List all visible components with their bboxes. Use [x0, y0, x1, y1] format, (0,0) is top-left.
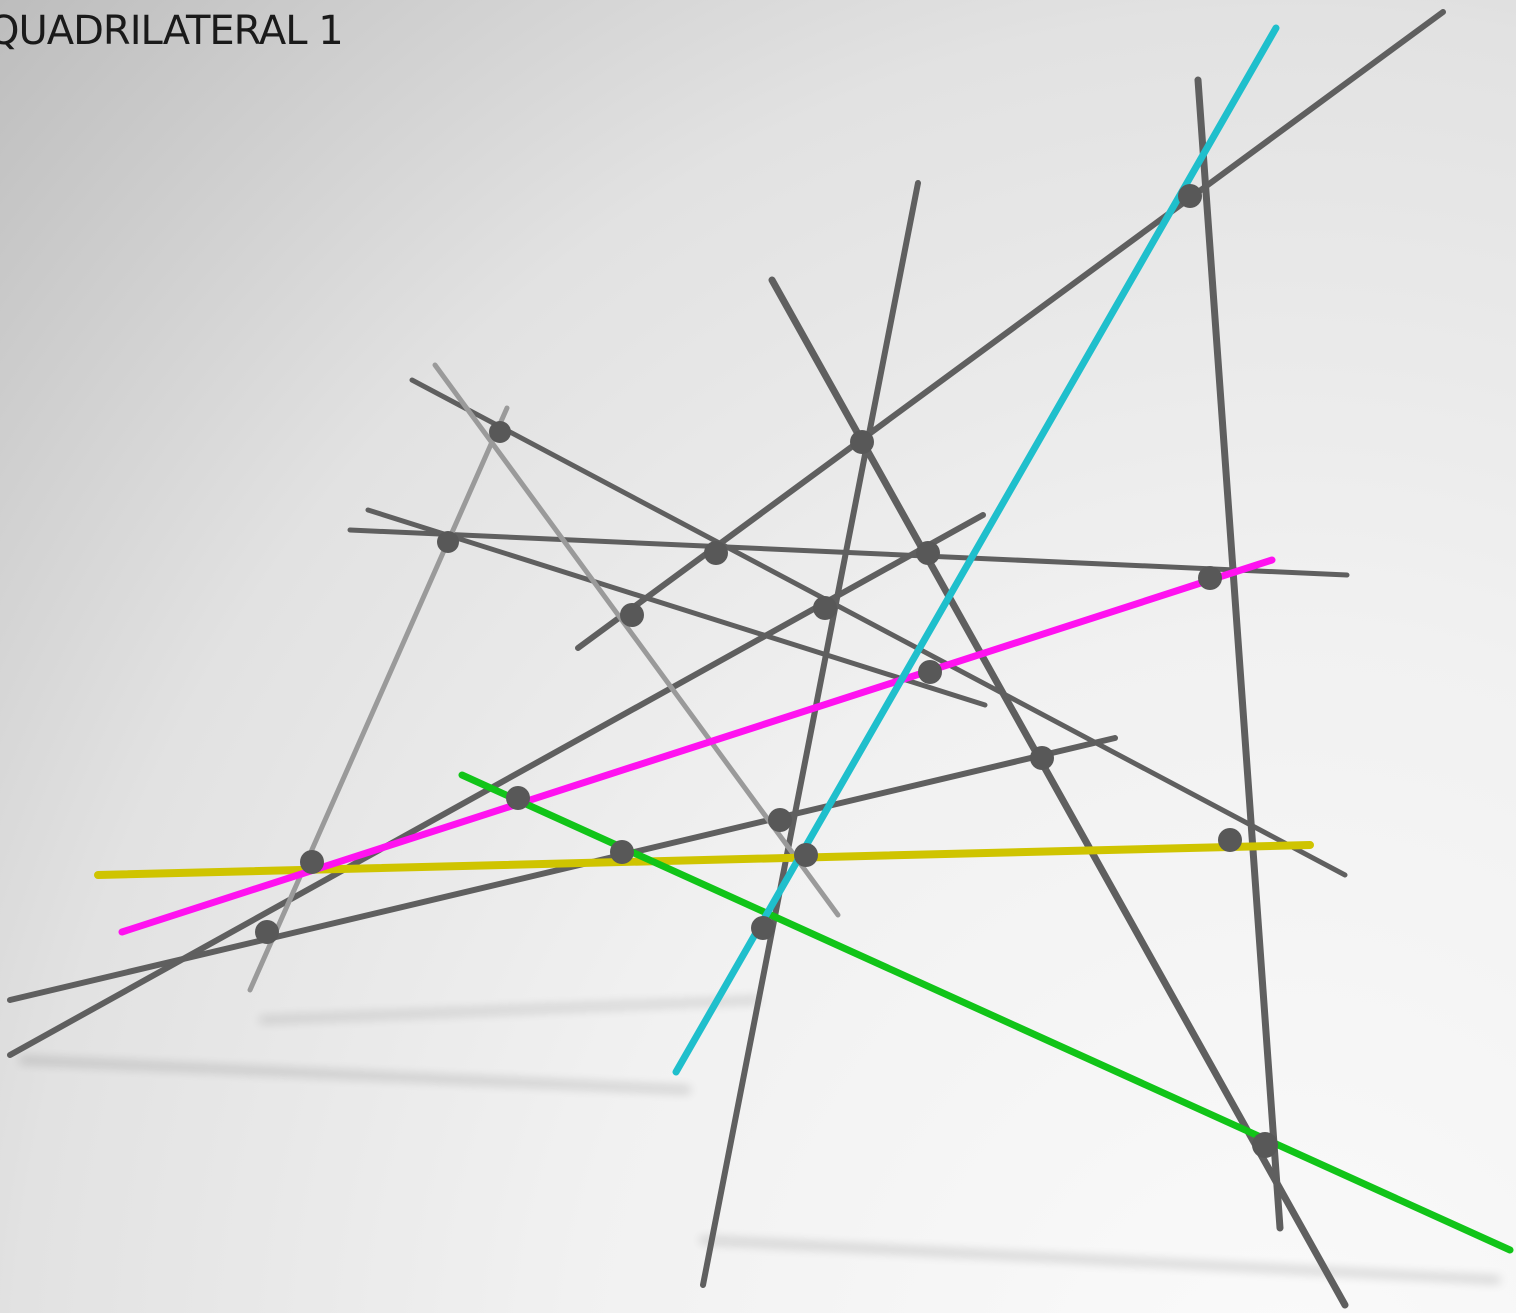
joint — [1252, 1132, 1278, 1158]
green-rod — [458, 771, 1514, 1254]
rod — [7, 735, 1118, 1003]
rod — [347, 527, 1350, 578]
joint — [813, 596, 837, 620]
grey-rods — [7, 9, 1446, 1309]
joint — [794, 843, 818, 867]
joint — [1030, 746, 1054, 770]
rod — [700, 180, 921, 1288]
floor-shadows — [19, 997, 1501, 1283]
rod — [1194, 76, 1284, 1232]
joint — [1178, 184, 1202, 208]
joint — [620, 603, 644, 627]
joint — [751, 916, 775, 940]
joint — [768, 808, 792, 832]
joint — [918, 660, 942, 684]
joint — [255, 920, 279, 944]
joints — [255, 184, 1278, 1158]
joint — [506, 786, 530, 810]
joint — [300, 850, 324, 874]
joint — [704, 541, 728, 565]
joint — [437, 531, 459, 553]
rod — [247, 405, 510, 993]
rod — [409, 377, 1348, 878]
joint — [1218, 828, 1242, 852]
quadrilateral-title: QUADRILATERAL 1 — [0, 8, 344, 54]
highlight-rods — [94, 24, 1514, 1254]
joint — [489, 421, 511, 443]
joint — [850, 430, 874, 454]
joint — [1198, 566, 1222, 590]
cyan-rod — [672, 24, 1280, 1076]
light-rods — [247, 362, 841, 993]
joint — [610, 840, 634, 864]
yellow-rod — [94, 841, 1314, 879]
rod — [365, 507, 988, 708]
joint — [916, 541, 940, 565]
